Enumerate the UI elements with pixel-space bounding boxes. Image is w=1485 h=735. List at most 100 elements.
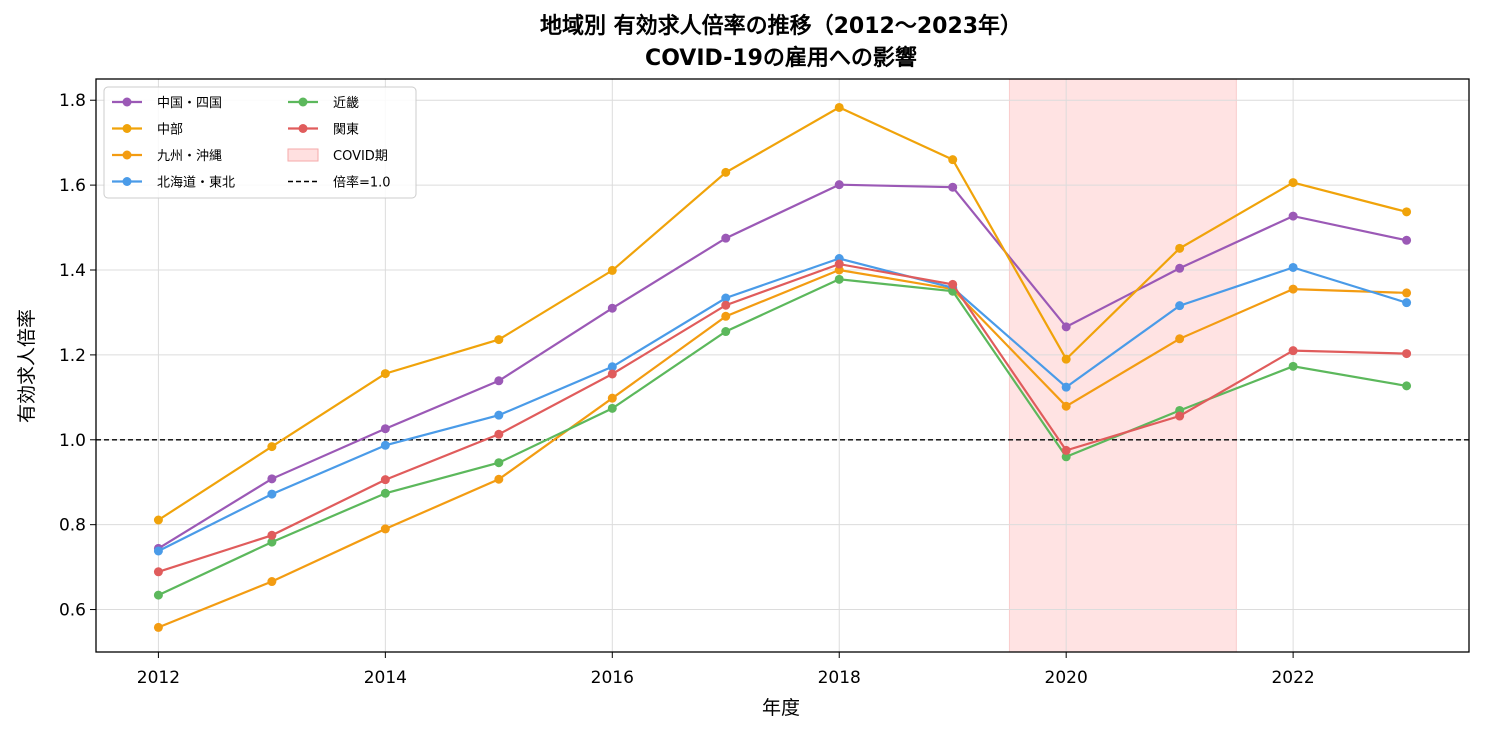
data-point [1288, 262, 1298, 272]
data-point [267, 530, 277, 540]
series-line-3 [157, 257, 1407, 552]
data-point [494, 410, 504, 420]
data-point [153, 546, 163, 556]
data-point [834, 259, 844, 269]
data-point [721, 167, 731, 177]
series-line-0 [157, 183, 1407, 550]
legend-label: COVID期 [333, 149, 388, 164]
legend-label: 近畿 [333, 96, 359, 111]
data-point [721, 300, 731, 310]
data-point [1175, 301, 1185, 311]
data-point [1288, 284, 1298, 294]
data-point [948, 279, 958, 289]
data-point [380, 475, 390, 485]
series-line-5 [158, 262, 1407, 573]
data-point [834, 180, 844, 190]
data-point [721, 327, 731, 337]
data-point [948, 155, 958, 165]
data-point [607, 362, 617, 372]
data-point [153, 567, 163, 577]
legend-swatch-marker [122, 124, 132, 133]
y-axis-label: 有効求人倍率 [16, 309, 38, 423]
data-point [153, 515, 163, 525]
data-point [380, 488, 390, 498]
data-point [721, 233, 731, 243]
legend-box [103, 86, 417, 199]
data-point [1061, 452, 1071, 462]
data-point [1402, 381, 1412, 391]
legend-swatch-marker [122, 177, 132, 186]
legend-swatch-marker [122, 97, 132, 107]
data-point [1288, 211, 1298, 221]
data-point [1402, 235, 1412, 245]
data-point [494, 376, 504, 386]
series-line-2 [157, 268, 1407, 629]
data-point [834, 274, 844, 284]
legend-swatch-marker [298, 97, 308, 107]
legend-label: 北海道・東北 [157, 175, 235, 191]
data-point [494, 458, 504, 468]
data-point [267, 442, 277, 452]
legend-label: 関東 [333, 122, 359, 138]
data-point [267, 577, 277, 587]
legend-label: 倍率=1.0 [333, 175, 391, 191]
data-point [1061, 322, 1071, 332]
data-point [494, 429, 504, 439]
plot-area: 2012 2014 2016 2018 2020 2022 0.6 0.8 1.0 1.2 1.4 1… [59, 78, 1470, 688]
data-point [948, 182, 958, 192]
data-point [380, 440, 390, 450]
data-point [1175, 411, 1185, 421]
data-point [380, 369, 390, 379]
data-point [1288, 178, 1298, 188]
legend-label: 中国・四国 [157, 96, 222, 111]
data-point [1061, 401, 1071, 411]
data-point [721, 311, 731, 321]
data-point [494, 335, 504, 345]
data-point [607, 403, 617, 413]
y-tick-label: 0.6 [59, 601, 86, 621]
data-point [1061, 445, 1071, 455]
data-point [1061, 354, 1071, 364]
data-point [1402, 349, 1412, 359]
data-point [834, 102, 844, 112]
data-point [1402, 288, 1412, 298]
data-point [607, 393, 617, 403]
x-tick-label: 2014 [364, 668, 407, 688]
x-tick-label: 2020 [1045, 668, 1088, 688]
data-point [1402, 207, 1412, 217]
x-tick-label: 2012 [137, 668, 180, 688]
x-tick-label: 2018 [818, 668, 861, 688]
data-point [153, 590, 163, 600]
data-point [1175, 334, 1185, 344]
data-point [267, 489, 277, 499]
data-point [1288, 346, 1298, 356]
x-tick-label: 2016 [591, 668, 634, 688]
y-tick-label: 1.6 [59, 176, 86, 196]
legend-swatch-marker [298, 124, 308, 133]
data-point [1288, 361, 1298, 371]
chart-title-line2: COVID-19の雇用への影響 [645, 45, 917, 71]
legend-label: 中部 [157, 123, 183, 138]
covid-span [1008, 78, 1237, 653]
data-point [380, 424, 390, 434]
plot-frame [95, 78, 1470, 653]
y-tick-label: 0.8 [59, 516, 86, 536]
data-point [1402, 298, 1412, 308]
data-point [267, 537, 277, 547]
series-line-1 [157, 106, 1407, 521]
data-point [1175, 243, 1185, 253]
data-point [153, 622, 163, 632]
data-point [721, 293, 731, 303]
y-tick-label: 1.2 [59, 346, 86, 366]
data-point [607, 303, 617, 313]
series-line-4 [157, 278, 1407, 597]
y-tick-label: 1.0 [59, 431, 86, 451]
y-tick-label: 1.4 [59, 261, 86, 281]
data-point [267, 474, 277, 484]
legend-swatch-span [287, 148, 319, 162]
data-point [1061, 382, 1071, 392]
data-point [607, 265, 617, 275]
data-point [1175, 263, 1185, 273]
